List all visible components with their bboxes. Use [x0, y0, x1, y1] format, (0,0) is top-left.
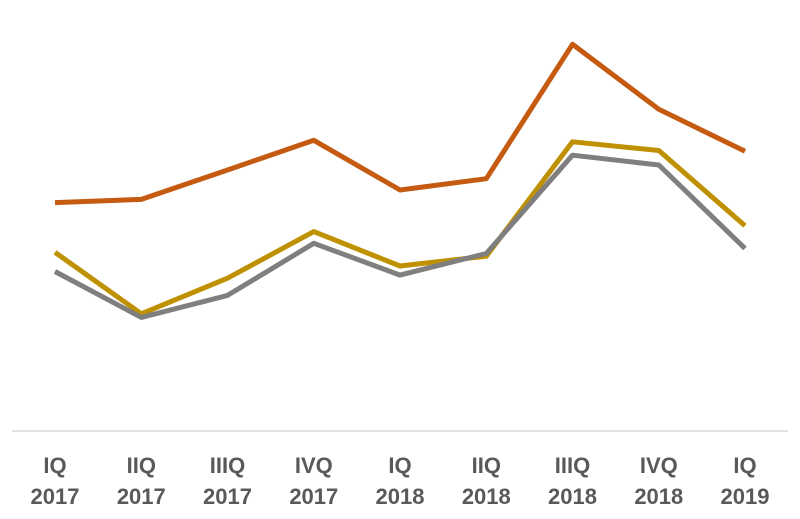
x-tick-label: IQ 2017	[31, 453, 80, 509]
x-tick-year: 2018	[462, 484, 511, 509]
x-tick-quarter: IIQ	[472, 453, 501, 478]
series-line-gray	[53, 152, 747, 320]
x-tick-labels: IQ 2017 IIQ 2017 IIIQ 2017 IVQ 2017 IQ 2018 IIQ 201…	[31, 453, 770, 509]
x-tick-label: IVQ 2018	[634, 453, 683, 509]
x-tick-quarter: IQ	[43, 453, 66, 478]
x-tick-year: 2019	[721, 484, 770, 509]
x-tick-label: IIQ 2018	[462, 453, 511, 509]
x-tick-quarter: IIIQ	[210, 453, 245, 478]
x-tick-quarter: IIIQ	[555, 453, 590, 478]
x-tick-label: IQ 2018	[376, 453, 425, 509]
x-tick-label: IIIQ 2017	[203, 453, 252, 509]
series-line-orange	[54, 41, 747, 206]
x-tick-quarter: IQ	[733, 453, 756, 478]
x-tick-year: 2017	[203, 484, 252, 509]
x-tick-year: 2018	[376, 484, 425, 509]
x-tick-year: 2017	[289, 484, 338, 509]
x-tick-year: 2018	[548, 484, 597, 509]
x-tick-label: IIQ 2017	[117, 453, 166, 509]
x-tick-label: IQ 2019	[721, 453, 770, 509]
x-tick-label: IIIQ 2018	[548, 453, 597, 509]
x-tick-quarter: IVQ	[640, 453, 678, 478]
x-tick-year: 2018	[634, 484, 683, 509]
x-tick-quarter: IQ	[388, 453, 411, 478]
x-tick-quarter: IIQ	[127, 453, 156, 478]
series-layer	[53, 41, 747, 320]
series-line-gold	[53, 139, 747, 317]
x-tick-year: 2017	[117, 484, 166, 509]
x-tick-quarter: IVQ	[295, 453, 333, 478]
x-tick-year: 2017	[31, 484, 80, 509]
x-tick-label: IVQ 2017	[289, 453, 338, 509]
